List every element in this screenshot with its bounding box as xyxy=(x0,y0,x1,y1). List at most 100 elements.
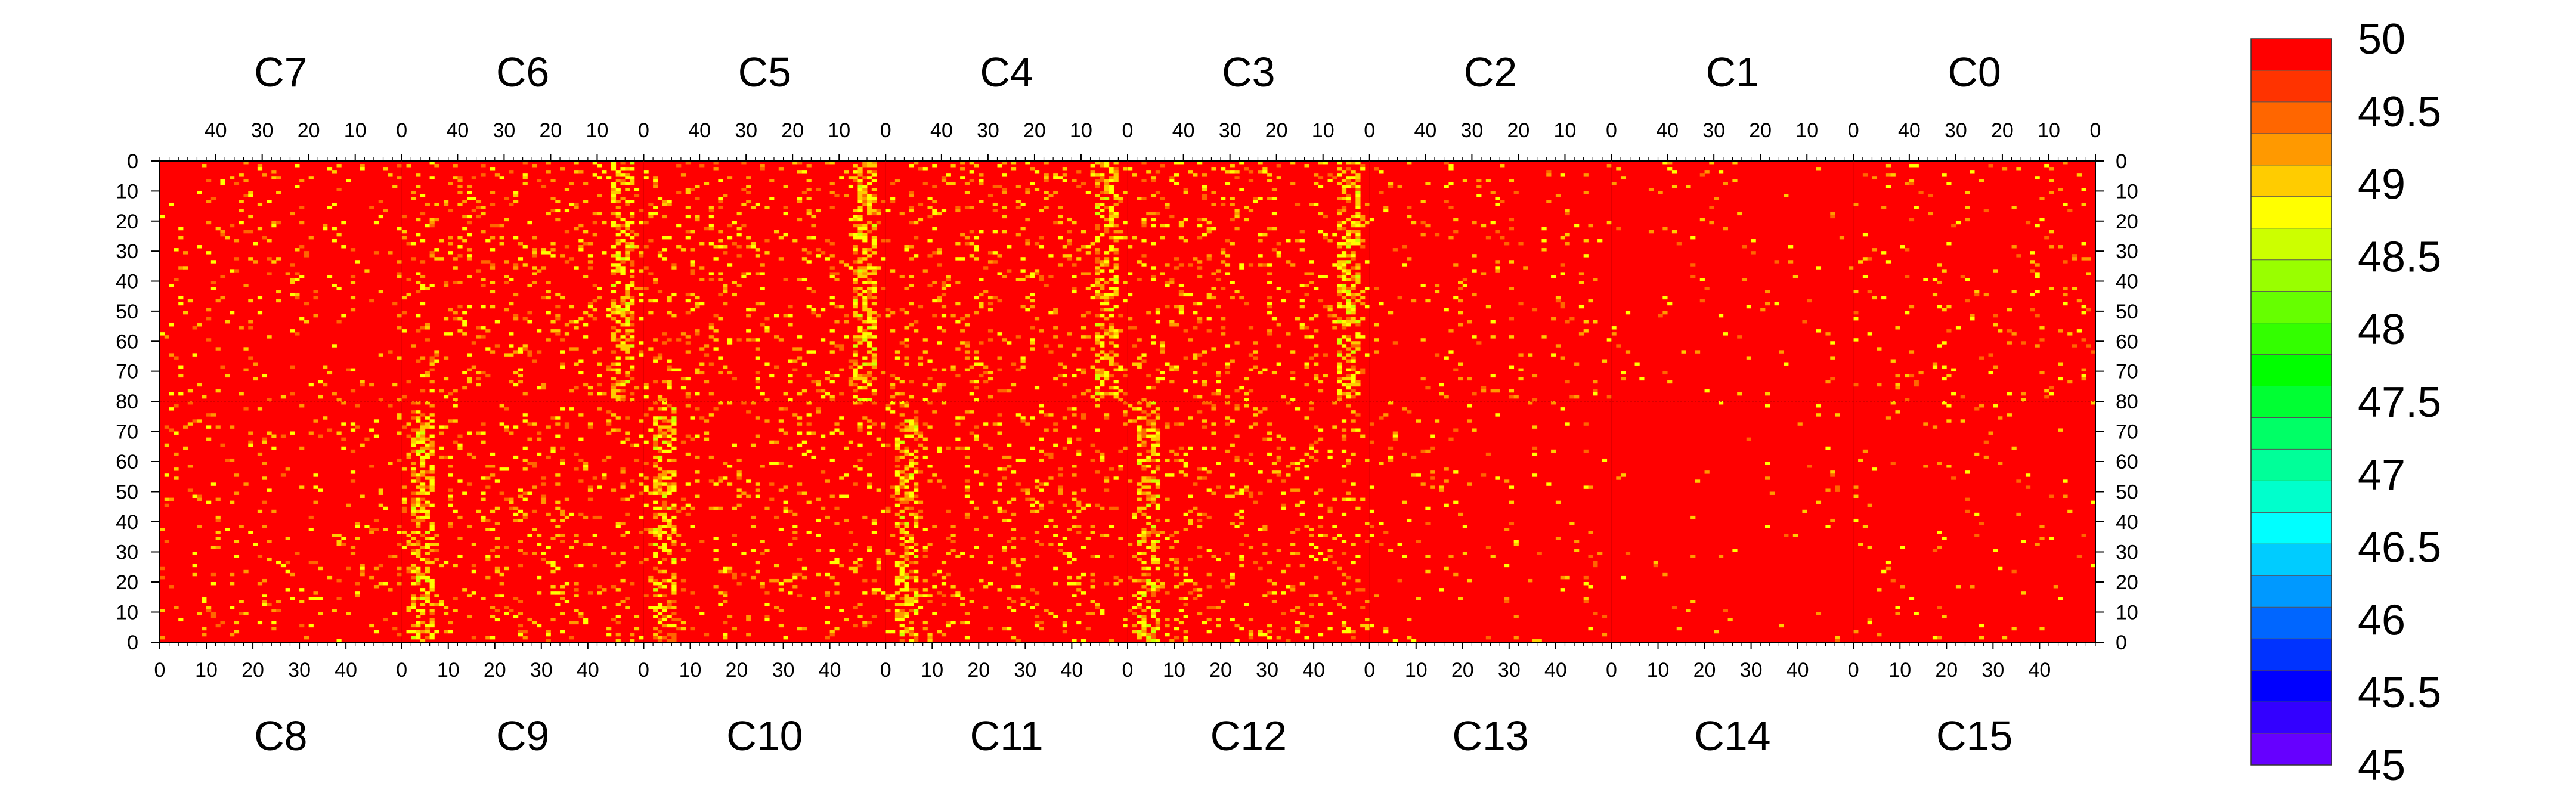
heatmap-cell xyxy=(1337,245,1342,249)
heatmap-cell xyxy=(1355,266,1361,270)
heatmap-cell xyxy=(1337,275,1342,278)
heatmap-cell xyxy=(657,525,663,528)
heatmap-cell xyxy=(615,525,621,528)
heatmap-cell xyxy=(680,621,686,625)
heatmap-cell xyxy=(1151,341,1156,345)
heatmap-cell xyxy=(425,509,430,513)
heatmap-cell xyxy=(234,473,240,477)
heatmap-cell xyxy=(1355,380,1361,384)
heatmap-cell xyxy=(1346,176,1351,179)
heatmap-cell xyxy=(425,512,430,516)
heatmap-cell xyxy=(416,359,421,363)
heatmap-cell xyxy=(574,362,579,366)
heatmap-cell xyxy=(1351,239,1356,243)
heatmap-cell xyxy=(1095,449,1100,453)
heatmap-cell xyxy=(909,323,914,327)
heatmap-cell xyxy=(429,389,435,393)
heatmap-cell xyxy=(587,425,593,429)
heatmap-cell xyxy=(941,209,947,213)
heatmap-cell xyxy=(1518,242,1524,246)
heatmap-cell xyxy=(411,410,416,414)
heatmap-cell xyxy=(1104,308,1110,312)
heatmap-cell xyxy=(750,206,756,209)
heatmap-cell xyxy=(909,621,914,625)
heatmap-cell xyxy=(611,428,617,432)
heatmap-cell xyxy=(685,377,691,381)
heatmap-cell xyxy=(490,615,496,618)
heatmap-cell xyxy=(788,314,793,318)
heatmap-cell xyxy=(550,416,556,420)
heatmap-cell xyxy=(1885,164,1891,168)
heatmap-cell xyxy=(844,618,849,622)
heatmap-cell xyxy=(1095,257,1100,261)
heatmap-cell xyxy=(1355,200,1361,203)
heatmap-cell xyxy=(1109,278,1114,281)
heatmap-cell xyxy=(727,176,733,179)
heatmap-cell xyxy=(439,600,444,603)
heatmap-cell xyxy=(1160,347,1165,351)
heatmap-cell xyxy=(308,528,314,531)
heatmap-cell xyxy=(909,425,914,429)
heatmap-cell xyxy=(1113,281,1119,284)
heatmap-cell xyxy=(578,479,584,483)
heatmap-cell xyxy=(1341,377,1347,381)
heatmap-cell xyxy=(1290,350,1296,354)
heatmap-cell xyxy=(964,236,970,240)
heatmap-cell xyxy=(541,500,547,504)
heatmap-cell xyxy=(662,440,667,444)
heatmap-cell xyxy=(894,350,900,354)
heatmap-cell xyxy=(1276,362,1281,366)
heatmap-cell xyxy=(1998,329,2003,333)
heatmap-cell xyxy=(890,594,896,597)
heatmap-cell xyxy=(625,317,630,321)
heatmap-cell xyxy=(457,446,463,450)
heatmap-cell xyxy=(648,491,654,495)
heatmap-cell xyxy=(1169,176,1175,179)
heatmap-cell xyxy=(597,194,602,197)
heatmap-cell xyxy=(899,449,905,453)
heatmap-cell xyxy=(937,630,942,634)
heatmap-cell xyxy=(308,383,314,387)
heatmap-cell xyxy=(811,308,816,312)
heatmap-cell xyxy=(420,485,426,489)
heatmap-cell xyxy=(615,173,621,177)
heatmap-cell xyxy=(574,534,579,537)
heatmap-cell xyxy=(1109,314,1114,318)
heatmap-cell xyxy=(295,278,300,281)
heatmap-cell xyxy=(964,515,970,519)
heatmap-cell xyxy=(667,506,672,510)
heatmap-cell xyxy=(457,203,463,206)
heatmap-cell xyxy=(750,515,756,519)
heatmap-cell xyxy=(969,170,974,174)
heatmap-cell xyxy=(625,257,630,261)
heatmap-cell xyxy=(983,473,989,477)
heatmap-cell xyxy=(164,497,169,501)
heatmap-cell xyxy=(871,615,877,618)
heatmap-cell xyxy=(420,239,426,243)
heatmap-cell xyxy=(871,287,877,291)
heatmap-cell xyxy=(657,491,663,495)
heatmap-cell xyxy=(592,221,597,225)
heatmap-cell xyxy=(867,311,872,315)
heatmap-cell xyxy=(1420,200,1426,203)
heatmap-cell xyxy=(1202,350,1208,354)
heatmap-cell xyxy=(1146,497,1151,501)
heatmap-cell xyxy=(937,383,942,387)
heatmap-cell xyxy=(1346,218,1351,222)
heatmap-cell xyxy=(862,290,868,294)
heatmap-cell xyxy=(522,245,528,249)
heatmap-cell xyxy=(764,239,770,243)
heatmap-cell xyxy=(1341,185,1347,188)
heatmap-cell xyxy=(210,572,216,577)
heatmap-cell xyxy=(653,419,658,423)
heatmap-cell xyxy=(997,389,1002,393)
heatmap-cell xyxy=(518,494,524,498)
heatmap-cell xyxy=(350,470,356,474)
heatmap-cell xyxy=(1100,308,1105,312)
heatmap-cell xyxy=(848,365,854,369)
heatmap-cell xyxy=(857,236,863,240)
heatmap-cell xyxy=(425,594,430,597)
heatmap-cell xyxy=(1267,263,1272,267)
heatmap-cell xyxy=(1611,326,1617,330)
heatmap-cell xyxy=(680,578,686,583)
